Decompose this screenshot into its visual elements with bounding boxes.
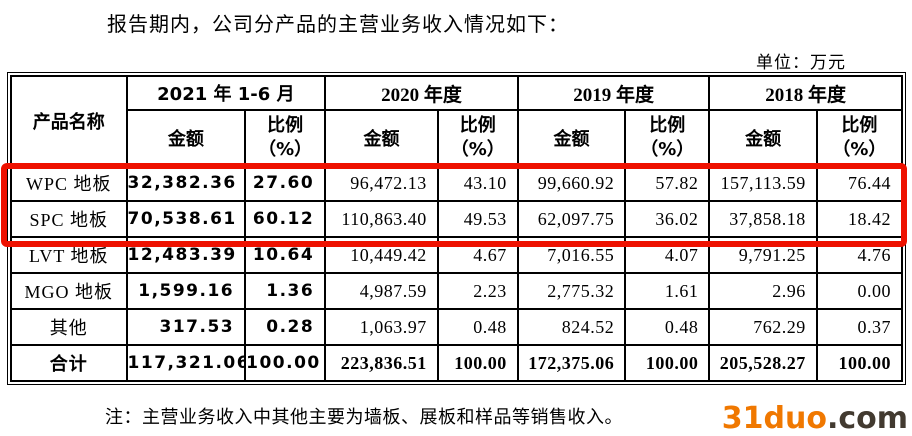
cell-amount-2018: 157,113.59	[708, 164, 818, 202]
revenue-table: 产品名称 2021 年 1-6 月 2020 年度 2019 年度 2018 年…	[7, 72, 906, 385]
cell-ratio-2020: 43.10	[436, 164, 519, 202]
product-name: WPC 地板	[10, 164, 128, 202]
ratio-label: 比例	[459, 114, 496, 136]
cell-amount-2019: 62,097.75	[516, 200, 627, 238]
ratio-unit: （%）	[640, 138, 695, 160]
watermark: 31duo.com	[715, 401, 908, 436]
cell-ratio-2021: 27.60	[244, 164, 327, 202]
cell-amount-2021: 1,599.16	[125, 272, 247, 310]
cell-ratio-2019: 57.82	[624, 164, 711, 202]
table-row-other: 其他 317.53 0.28 1,063.97 0.48 824.52 0.48…	[10, 308, 904, 346]
col-header-amount-2020: 金额	[324, 109, 439, 166]
cell-ratio-2018: 4.76	[815, 236, 904, 274]
cell-amount-2018: 9,791.25	[708, 236, 818, 274]
unit-label: 单位：万元	[756, 53, 846, 72]
cell-ratio-2020: 0.48	[436, 308, 519, 346]
col-header-ratio-2018: 比例 （%）	[815, 109, 904, 166]
cell-amount-2019: 7,016.55	[516, 236, 627, 274]
cell-ratio-2020: 4.67	[436, 236, 519, 274]
watermark-brand: 31duo	[721, 401, 827, 436]
cell-amount-2019: 172,375.06	[516, 344, 627, 382]
cell-amount-2021: 32,382.36	[125, 164, 247, 202]
product-name: SPC 地板	[10, 200, 128, 238]
cell-amount-2020: 4,987.59	[324, 272, 439, 310]
cell-ratio-2019: 4.07	[624, 236, 711, 274]
cell-amount-2021: 70,538.61	[125, 200, 247, 238]
table-row-mgo: MGO 地板 1,599.16 1.36 4,987.59 2.23 2,775…	[10, 272, 904, 310]
col-header-period-2021: 2021 年 1-6 月	[125, 75, 327, 111]
cell-ratio-2021: 100.00	[244, 344, 327, 382]
cell-amount-2018: 37,858.18	[708, 200, 818, 238]
footnote: 注：主营业务收入中其他主要为墙板、展板和样品等销售收入。	[105, 407, 623, 427]
col-header-product: 产品名称	[10, 75, 128, 166]
cell-amount-2018: 2.96	[708, 272, 818, 310]
ratio-unit: （%）	[258, 138, 313, 160]
cell-amount-2021: 117,321.06	[125, 344, 247, 382]
cell-ratio-2020: 100.00	[436, 344, 519, 382]
cell-ratio-2021: 1.36	[244, 272, 327, 310]
intro-text: 报告期内，公司分产品的主营业务收入情况如下：	[107, 14, 569, 36]
cell-amount-2021: 317.53	[125, 308, 247, 346]
col-header-period-2020: 2020 年度	[324, 75, 519, 111]
cell-ratio-2019: 1.61	[624, 272, 711, 310]
cell-amount-2018: 762.29	[708, 308, 818, 346]
cell-ratio-2019: 100.00	[624, 344, 711, 382]
ratio-unit: （%）	[450, 138, 505, 160]
cell-amount-2019: 824.52	[516, 308, 627, 346]
table-row-total: 合计 117,321.06 100.00 223,836.51 100.00 1…	[10, 344, 904, 382]
cell-amount-2018: 205,528.27	[708, 344, 818, 382]
product-name: 合计	[10, 344, 128, 382]
cell-ratio-2018: 100.00	[815, 344, 904, 382]
cell-ratio-2020: 2.23	[436, 272, 519, 310]
col-header-ratio-2020: 比例 （%）	[436, 109, 519, 166]
ratio-label: 比例	[841, 114, 878, 136]
product-name: MGO 地板	[10, 272, 128, 310]
cell-ratio-2020: 49.53	[436, 200, 519, 238]
cell-amount-2019: 2,775.32	[516, 272, 627, 310]
cell-amount-2021: 12,483.39	[125, 236, 247, 274]
cell-ratio-2018: 76.44	[815, 164, 904, 202]
table-row-lvt: LVT 地板 12,483.39 10.64 10,449.42 4.67 7,…	[10, 236, 904, 274]
cell-amount-2020: 10,449.42	[324, 236, 439, 274]
col-header-amount-2019: 金额	[516, 109, 627, 166]
product-name: LVT 地板	[10, 236, 128, 274]
table-row-spc: SPC 地板 70,538.61 60.12 110,863.40 49.53 …	[10, 200, 904, 238]
product-name: 其他	[10, 308, 128, 346]
cell-ratio-2018: 0.00	[815, 272, 904, 310]
cell-ratio-2021: 60.12	[244, 200, 327, 238]
ratio-label: 比例	[649, 114, 686, 136]
col-header-amount-2018: 金额	[708, 109, 818, 166]
cell-ratio-2021: 0.28	[244, 308, 327, 346]
cell-ratio-2019: 0.48	[624, 308, 711, 346]
col-header-period-2019: 2019 年度	[516, 75, 711, 111]
cell-ratio-2021: 10.64	[244, 236, 327, 274]
ratio-unit: （%）	[832, 138, 887, 160]
cell-amount-2020: 223,836.51	[324, 344, 439, 382]
table-row-wpc: WPC 地板 32,382.36 27.60 96,472.13 43.10 9…	[10, 164, 904, 202]
cell-ratio-2018: 18.42	[815, 200, 904, 238]
cell-amount-2020: 96,472.13	[324, 164, 439, 202]
col-header-ratio-2019: 比例 （%）	[624, 109, 711, 166]
cell-amount-2019: 99,660.92	[516, 164, 627, 202]
watermark-suffix: .com	[826, 401, 908, 436]
revenue-table-grid: 产品名称 2021 年 1-6 月 2020 年度 2019 年度 2018 年…	[10, 75, 904, 382]
col-header-period-2018: 2018 年度	[708, 75, 903, 111]
cell-amount-2020: 1,063.97	[324, 308, 439, 346]
cell-ratio-2018: 0.37	[815, 308, 904, 346]
col-header-ratio-2021: 比例 （%）	[244, 109, 327, 166]
cell-amount-2020: 110,863.40	[324, 200, 439, 238]
ratio-label: 比例	[267, 114, 304, 136]
col-header-amount-2021: 金额	[125, 109, 247, 166]
cell-ratio-2019: 36.02	[624, 200, 711, 238]
